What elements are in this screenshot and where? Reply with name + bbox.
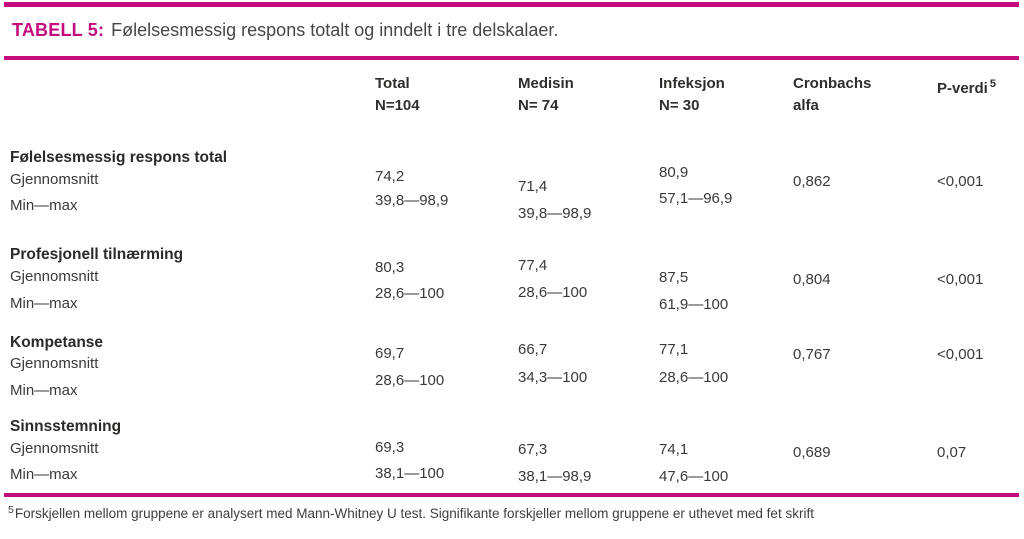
section-2-p-value: <0,001: [937, 271, 984, 288]
section-2-range-medisin: 28,6—100: [518, 284, 588, 301]
column-header-total: Total N=104: [375, 73, 420, 117]
table-footnote: 5Forskjellen mellom gruppene er analyser…: [8, 504, 814, 521]
column-header-cronbach-line1: Cronbachs: [793, 75, 872, 92]
section-4-range-infeksjon: 47,6—100: [659, 468, 729, 485]
footnote-marker: 5: [8, 504, 14, 516]
column-header-total-line2: N=104: [375, 97, 420, 114]
section-4-name: Sinnsstemning: [10, 418, 122, 435]
table-title-text: Følelsesmessig respons totalt og inndelt…: [111, 20, 559, 40]
column-header-infeksjon-line2: N= 30: [659, 97, 700, 114]
footnote-text: Forskjellen mellom gruppene er analysert…: [14, 506, 814, 521]
column-header-medisin-line1: Medisin: [518, 75, 574, 92]
section-4-mean-medisin: 67,3: [518, 441, 548, 458]
pvalue-footnote-marker: 5: [989, 78, 996, 90]
section-4-range-medisin: 38,1—98,9: [518, 468, 592, 485]
section-4-cronbach-alpha: 0,689: [793, 444, 831, 461]
section-4-mean-label: Gjennomsnitt: [10, 440, 99, 457]
section-1-mean-infeksjon: 80,9: [659, 164, 689, 181]
section-4-mean-total: 69,3: [375, 439, 405, 456]
section-3-mean-label: Gjennomsnitt: [10, 355, 99, 372]
section-1-range-infeksjon: 57,1—96,9: [659, 190, 733, 207]
section-2-mean-infeksjon: 87,5: [659, 269, 689, 286]
column-header-total-line1: Total: [375, 75, 410, 92]
section-4-range-label: Min—max: [10, 466, 78, 483]
section-2-cronbach-alpha: 0,804: [793, 271, 831, 288]
section-3-range-medisin: 34,3—100: [518, 369, 588, 386]
section-2-range-infeksjon: 61,9—100: [659, 296, 729, 313]
section-1-p-value: <0,001: [937, 173, 984, 190]
section-3-name: Kompetanse: [10, 334, 104, 351]
column-header-infeksjon: Infeksjon N= 30: [659, 73, 725, 117]
section-2-range-label: Min—max: [10, 295, 78, 312]
section-1-mean-medisin: 71,4: [518, 178, 548, 195]
section-3-range-label: Min—max: [10, 382, 78, 399]
section-2-mean-label: Gjennomsnitt: [10, 268, 99, 285]
section-1-range-label: Min—max: [10, 197, 78, 214]
title-underline: [4, 56, 1019, 60]
column-header-infeksjon-line1: Infeksjon: [659, 75, 725, 92]
section-2-mean-medisin: 77,4: [518, 257, 548, 274]
section-1-mean-total: 74,2: [375, 168, 405, 185]
section-4-mean-infeksjon: 74,1: [659, 441, 689, 458]
section-1-name: Følelsesmessig respons total: [10, 149, 228, 166]
column-header-medisin-line2: N= 74: [518, 97, 559, 114]
section-1-range-medisin: 39,8—98,9: [518, 205, 592, 222]
column-header-medisin: Medisin N= 74: [518, 73, 574, 117]
bottom-accent-rule: [4, 493, 1019, 497]
section-3-p-value: <0,001: [937, 346, 984, 363]
section-1-mean-label: Gjennomsnitt: [10, 171, 99, 188]
column-header-pvalue-line1: P-verdi: [937, 80, 988, 97]
section-1-cronbach-alpha: 0,862: [793, 173, 831, 190]
table-number-label: TABELL 5:: [12, 20, 105, 40]
section-2-name: Profesjonell tilnærming: [10, 246, 184, 263]
section-3-mean-infeksjon: 77,1: [659, 341, 689, 358]
section-2-mean-total: 80,3: [375, 259, 405, 276]
column-header-pvalue: P-verdi 5: [937, 73, 996, 100]
section-4-p-value: 0,07: [937, 444, 967, 461]
top-accent-bar: [4, 2, 1019, 7]
section-4-range-total: 38,1—100: [375, 465, 445, 482]
section-3-mean-total: 69,7: [375, 345, 405, 362]
section-3-range-infeksjon: 28,6—100: [659, 369, 729, 386]
section-2-range-total: 28,6—100: [375, 285, 445, 302]
column-header-cronbach: Cronbachs alfa: [793, 73, 871, 117]
table-title: TABELL 5: Følelsesmessig respons totalt o…: [12, 20, 558, 41]
section-3-mean-medisin: 66,7: [518, 341, 548, 358]
section-3-cronbach-alpha: 0,767: [793, 346, 831, 363]
section-1-range-total: 39,8—98,9: [375, 192, 449, 209]
section-3-range-total: 28,6—100: [375, 372, 445, 389]
column-header-cronbach-line2: alfa: [793, 97, 819, 114]
